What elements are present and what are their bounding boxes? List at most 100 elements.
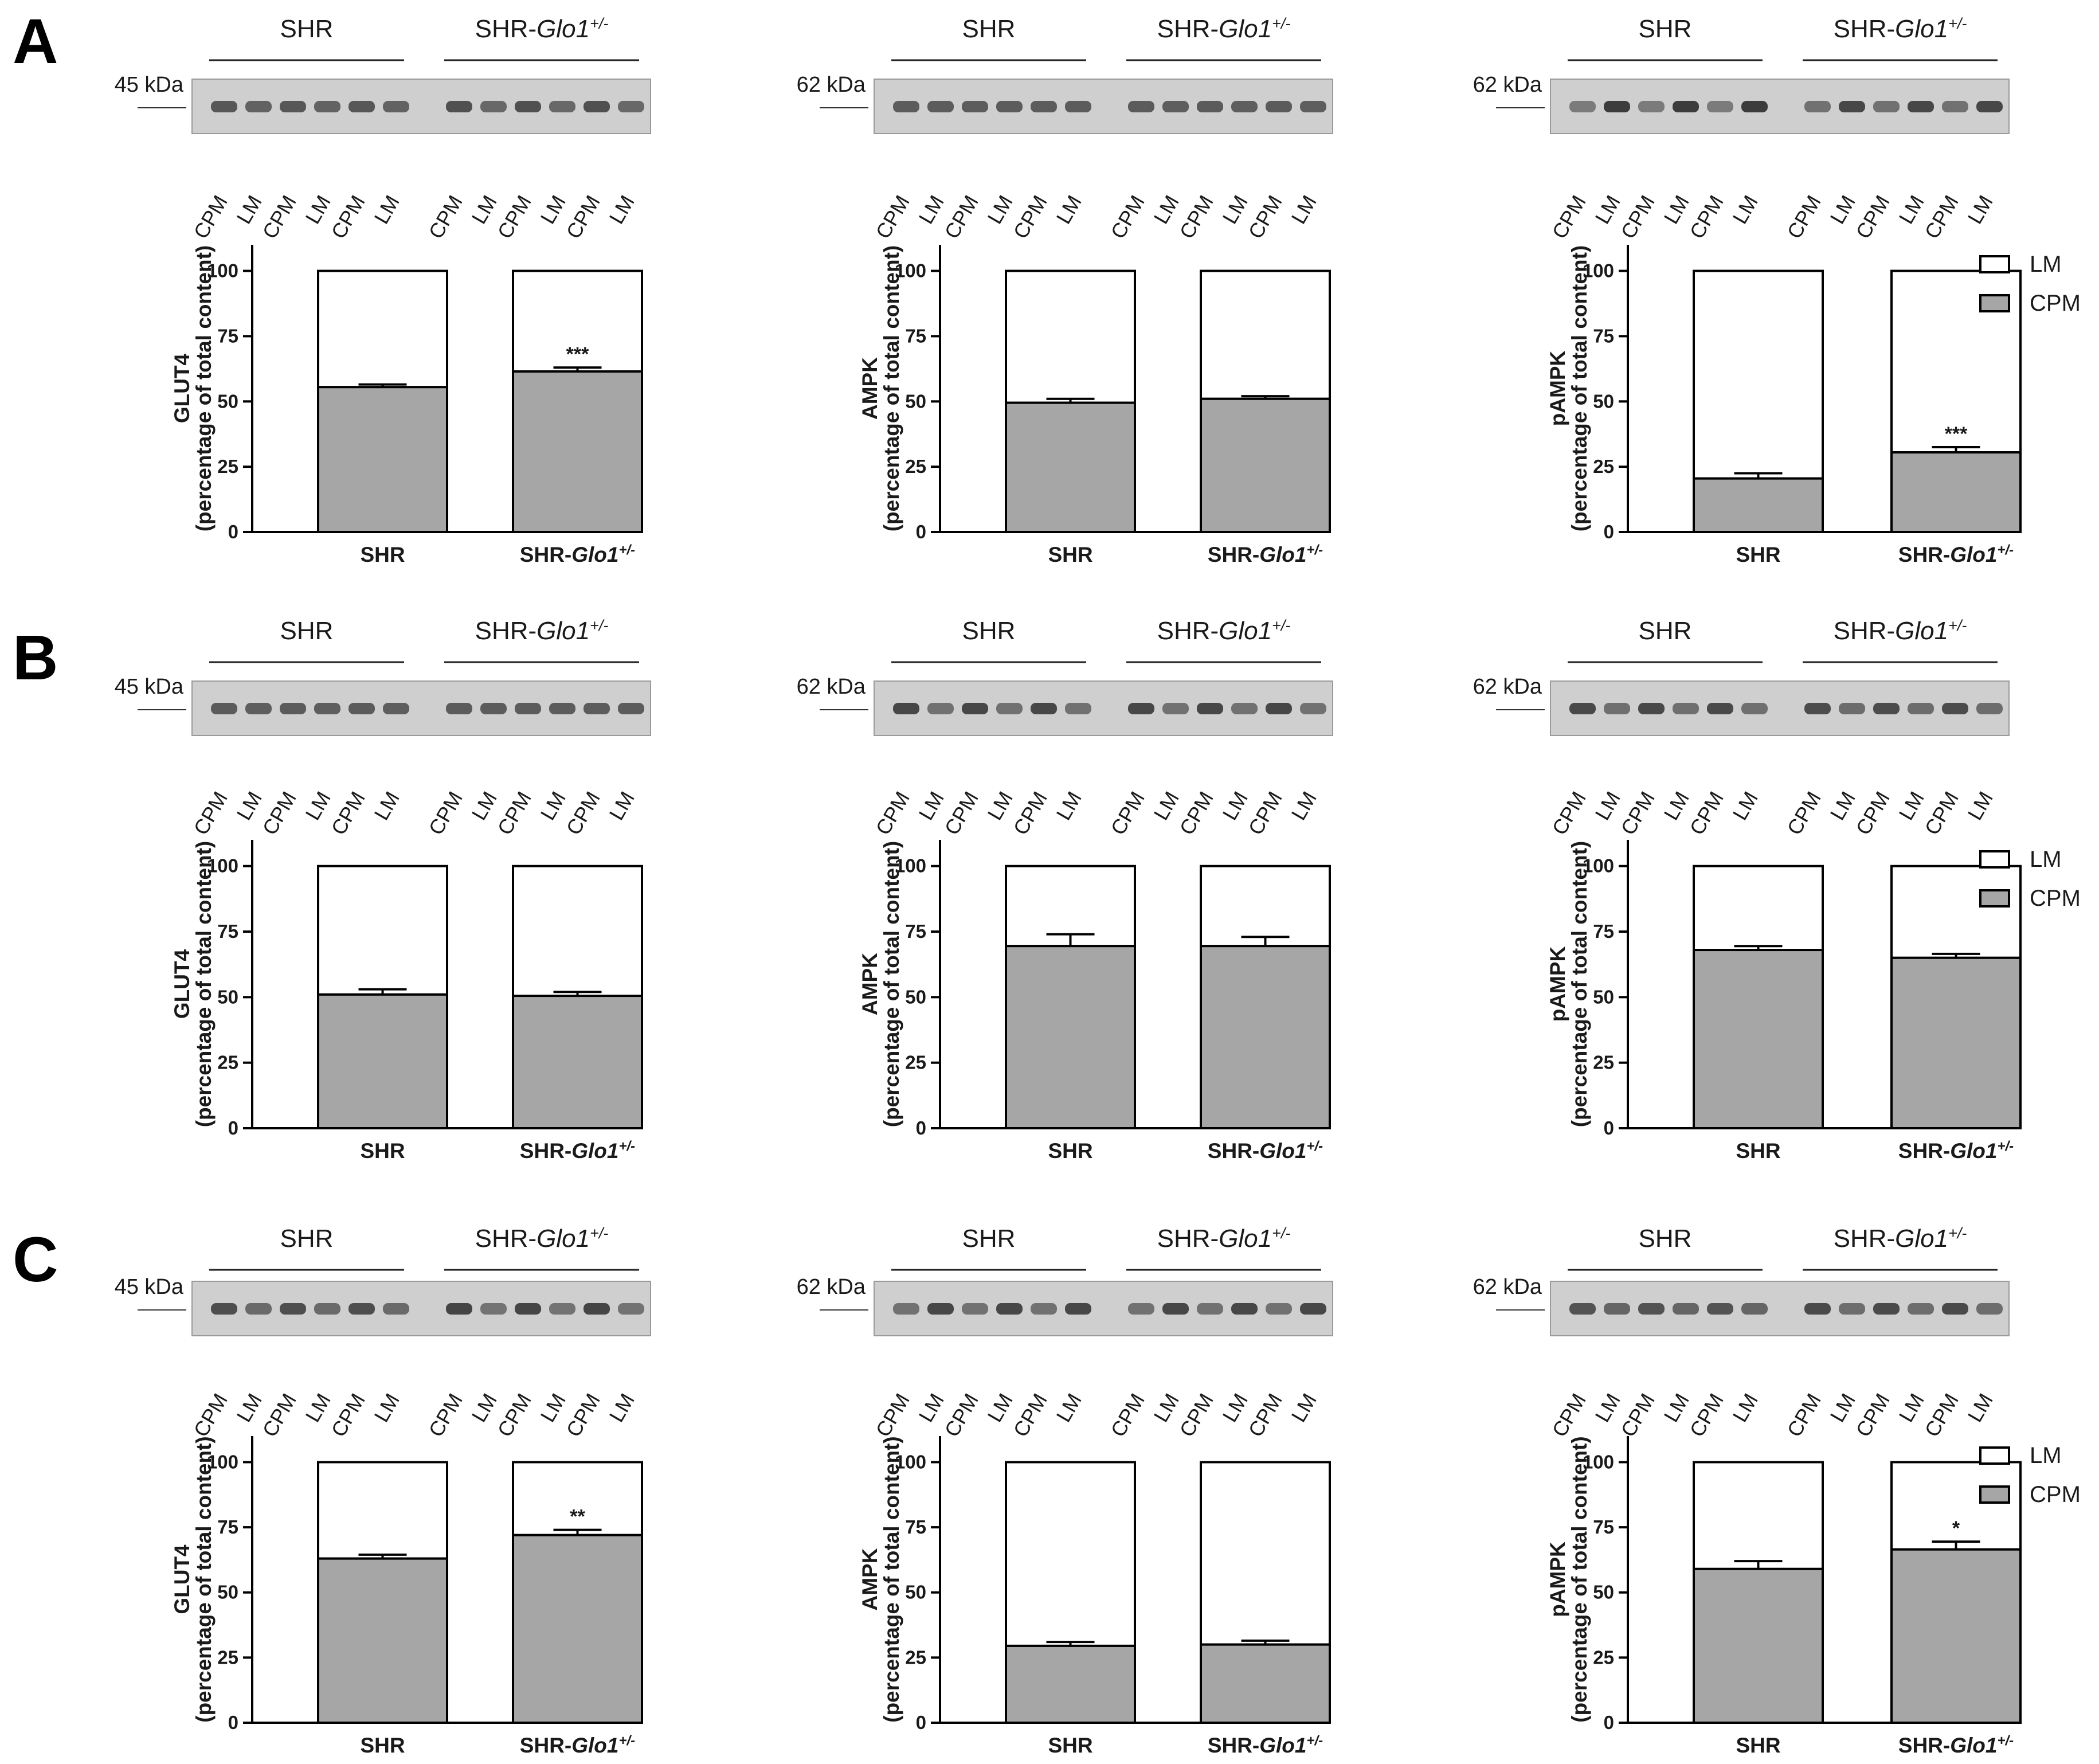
legend-swatch-lm [1979, 255, 2010, 273]
x-category-prefix: SHR- [1898, 1139, 1950, 1163]
blot-lane-label: CPM [1920, 191, 1963, 243]
blot-group-label-shr: SHR [1639, 1225, 1692, 1253]
x-category-genotype: +/- [619, 542, 636, 558]
blot-band [515, 703, 541, 714]
group-label-genotype: +/- [590, 1225, 608, 1242]
blot-band [1638, 101, 1665, 112]
blot-lane-label: CPM [492, 1390, 536, 1441]
blot-lane-label: CPM [1243, 788, 1287, 839]
x-category-gene: Glo1 [1259, 1139, 1306, 1163]
x-category-prefix: SHR- [1208, 1139, 1259, 1163]
x-category-prefix: SHR- [520, 1139, 571, 1163]
blot-band [1942, 703, 1968, 714]
legend-label-cpm: CPM [2030, 886, 2081, 911]
blot-band [1231, 703, 1258, 714]
bar-segment-lm [1200, 865, 1331, 948]
group-label-genotype: +/- [590, 15, 608, 32]
x-category-label: SHR [1736, 1139, 1780, 1163]
blot-band [996, 101, 1023, 112]
legend-swatch-lm [1979, 850, 2010, 869]
blot-lane-label: CPM [326, 1390, 370, 1441]
y-tick-label: 0 [1604, 1117, 1614, 1139]
y-tick-label: 75 [217, 921, 238, 942]
y-tick-label: 75 [217, 325, 238, 346]
x-category-label: SHR-Glo1+/- [1898, 1733, 2014, 1758]
y-tick-label: 0 [228, 1712, 238, 1733]
bar-segment-cpm [1200, 945, 1331, 1129]
blot-band [962, 703, 988, 714]
blot-lane-label: LM [467, 191, 502, 228]
y-tick-label: 50 [905, 986, 926, 1007]
blot-lane-label: LM [1051, 1390, 1086, 1426]
group-label-prefix: SHR- [1157, 617, 1219, 645]
blot-band [1638, 703, 1665, 714]
blot-lane-label: LM [1217, 1390, 1252, 1426]
blot-lane-label: CPM [1243, 1390, 1287, 1441]
blot-band [1638, 1303, 1665, 1315]
blot-band [280, 101, 306, 112]
blot-kda-marker: 62 kDa [1473, 1275, 1542, 1299]
blot-lane-label: CPM [1243, 191, 1287, 243]
blot-lane-label: CPM [871, 191, 914, 243]
blot-band [1873, 1303, 1900, 1315]
blot-lane-label: CPM [1685, 191, 1728, 243]
bar-segment-cpm [1693, 1567, 1824, 1724]
y-axis-title: pAMPK [1546, 1542, 1569, 1617]
group-label-genotype: +/- [1948, 15, 1967, 32]
y-axis-title: AMPK [858, 953, 882, 1015]
blot-lane-label: LM [982, 1390, 1017, 1426]
blot-band [549, 703, 575, 714]
blot-lane-label: CPM [1851, 191, 1894, 243]
x-category-label: SHR [360, 543, 405, 566]
blot-lane-label: LM [982, 788, 1017, 824]
y-tick-label: 100 [1583, 1451, 1614, 1472]
bar-segment-cpm [1890, 1548, 2022, 1724]
x-category-gene: Glo1 [1950, 1734, 1997, 1757]
blot-kda-marker: 62 kDa [797, 73, 866, 97]
x-category-label: SHR [1048, 1734, 1092, 1757]
blot-band [1604, 703, 1630, 714]
blot-lane-label: CPM [1174, 191, 1218, 243]
blot-band [1804, 703, 1831, 714]
blot-lane-label: CPM [1616, 788, 1659, 839]
blot-group-label-shr: SHR [280, 15, 334, 43]
blot-band [584, 1303, 610, 1315]
blot-lane-label: LM [369, 1390, 404, 1426]
blot-lane-label: LM [1825, 1390, 1860, 1426]
blot-lane-label: LM [1590, 191, 1625, 228]
blot-lane-label: LM [914, 1390, 949, 1426]
x-category-label: SHR-Glo1+/- [520, 542, 635, 567]
group-label-gene: Glo1 [537, 15, 590, 43]
blot-band [1031, 101, 1057, 112]
blot-band [1741, 1303, 1768, 1315]
x-category-prefix: SHR- [1208, 1734, 1259, 1757]
blot-band [211, 101, 237, 112]
y-axis-title: GLUT4 [170, 353, 194, 423]
blot-band [348, 101, 375, 112]
blot-kda-marker: 45 kDa [115, 73, 184, 97]
y-axis-subtitle: (percentage of total content) [192, 841, 216, 1128]
y-axis-title: AMPK [858, 357, 882, 420]
blot-lane-label: CPM [939, 1390, 983, 1441]
x-category-label: SHR-Glo1+/- [1898, 542, 2014, 567]
y-tick-label: 75 [1593, 325, 1614, 346]
y-axis-subtitle: (percentage of total content) [192, 1436, 216, 1723]
blot-lane-label: LM [982, 191, 1017, 228]
blot-band [893, 703, 919, 714]
blot-band [1873, 703, 1900, 714]
blot-band [1908, 703, 1934, 714]
blot-band [245, 101, 272, 112]
y-tick-label: 0 [1604, 1712, 1614, 1733]
blot-band [515, 1303, 541, 1315]
blot-band [1942, 101, 1968, 112]
blot-lane-label: CPM [189, 1390, 232, 1441]
blot-lane-label: LM [1286, 1390, 1321, 1426]
blot-lane-label: CPM [424, 1390, 467, 1441]
blot-group-label-glo1: SHR-Glo1+/- [1157, 617, 1291, 645]
blot-lane-label: LM [1149, 191, 1184, 228]
x-category-label: SHR-Glo1+/- [1898, 1139, 2014, 1163]
blot-lane-label: CPM [1106, 788, 1149, 839]
blot-band [1197, 703, 1223, 714]
y-axis-subtitle: (percentage of total content) [880, 245, 903, 532]
group-label-genotype: +/- [1272, 1225, 1290, 1242]
